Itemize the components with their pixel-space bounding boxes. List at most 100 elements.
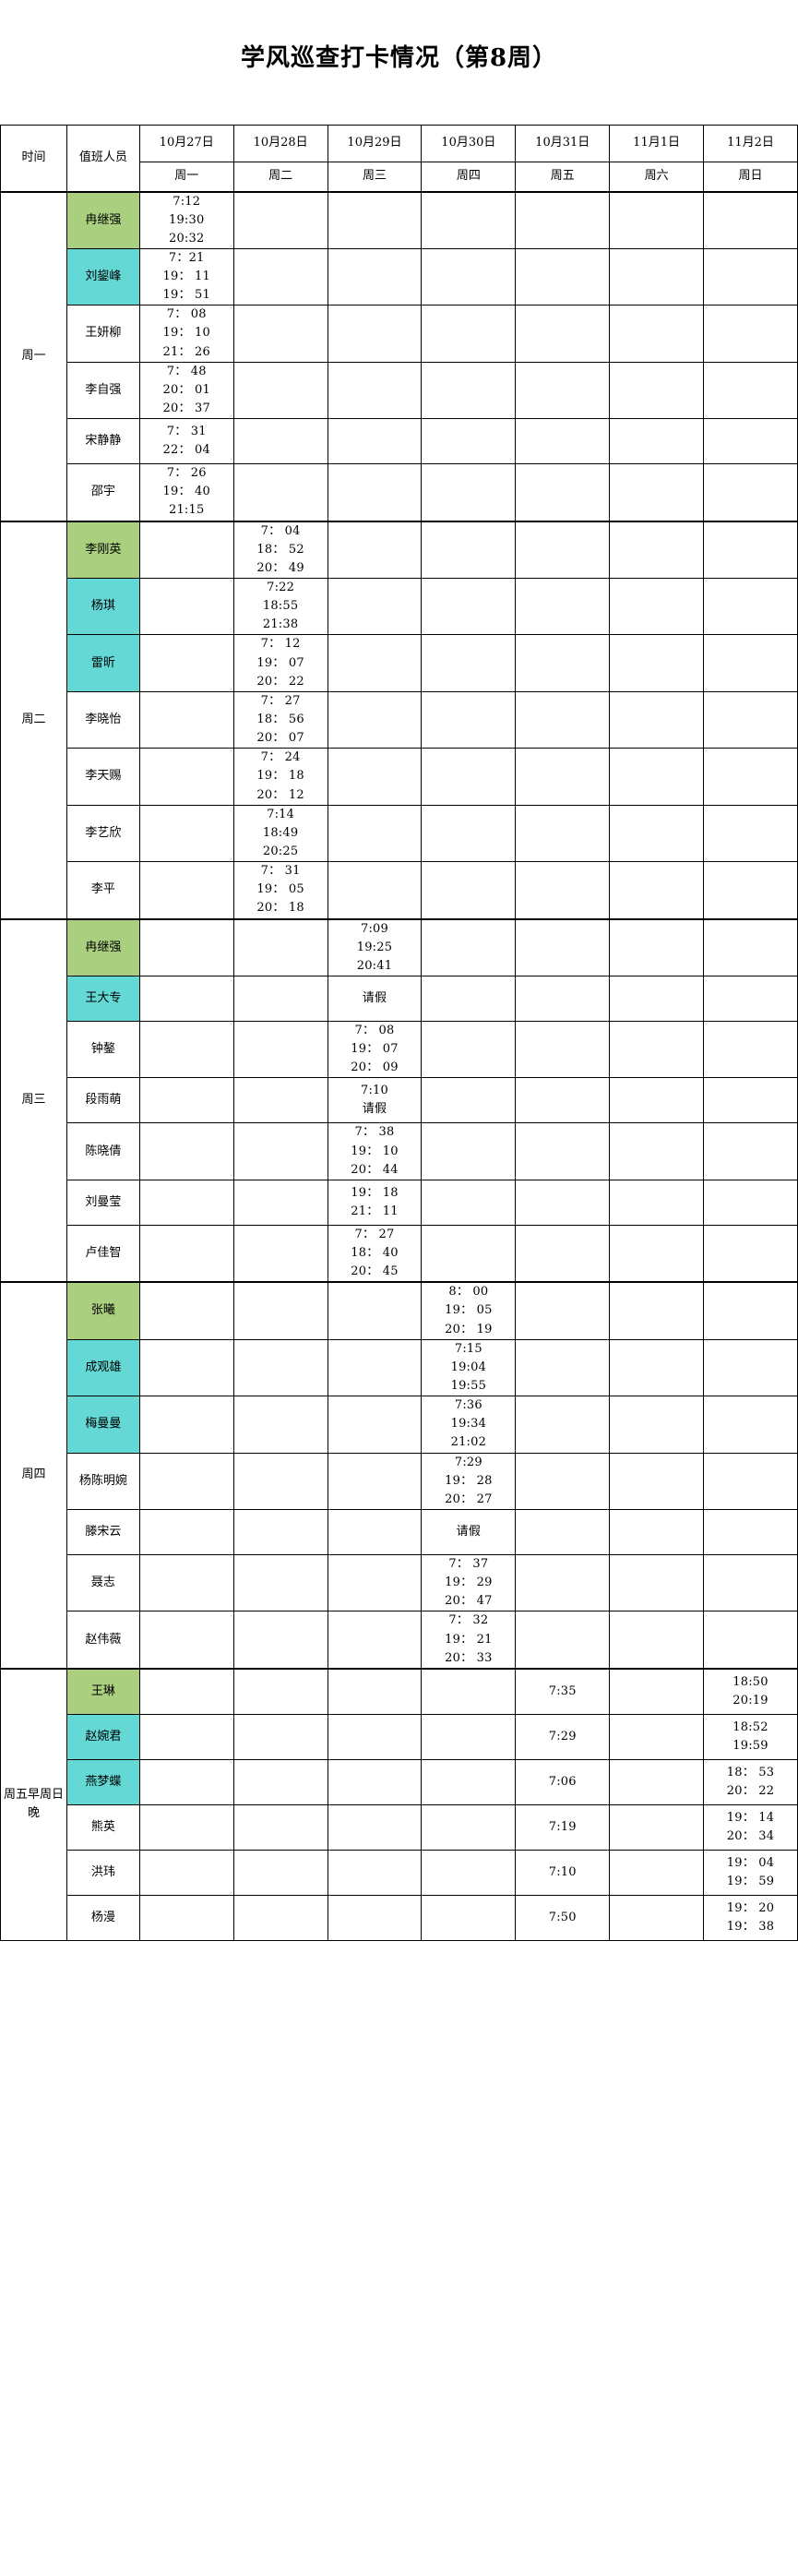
checkin-cell-day-2 [327, 190, 423, 249]
table-row: 赵伟薇 7： 32 19： 21 20： 33 [1, 1611, 798, 1670]
checkin-cell-day-5 [609, 1224, 705, 1283]
table-row: 宋静静 7： 31 22： 04 [1, 418, 798, 465]
person-name-cell: 李晓怡 [66, 690, 140, 749]
checkin-cell-day-4 [515, 1338, 611, 1397]
checkin-cell-day-1: 7： 12 19： 07 20： 22 [232, 634, 328, 692]
checkin-cell-day-5 [609, 975, 705, 1022]
checkin-cell-day-2 [327, 690, 423, 749]
checkin-cell-day-6 [703, 804, 798, 863]
checkin-cell-day-0 [138, 634, 234, 692]
checkin-cell-day-5 [609, 1713, 705, 1760]
person-name-cell: 梅曼曼 [66, 1396, 140, 1454]
table-row: 燕梦蝶 7:06 18： 53 20： 22 [1, 1758, 798, 1805]
checkin-cell-day-6 [703, 463, 798, 522]
checkin-cell-day-3 [421, 1849, 517, 1896]
person-name-cell: 李天赐 [66, 748, 140, 806]
checkin-cell-day-5 [609, 1020, 705, 1079]
checkin-cell-day-3 [421, 634, 517, 692]
column-header-date-6: 11月2日 [703, 125, 798, 162]
checkin-cell-day-6 [703, 1553, 798, 1612]
checkin-cell-day-3 [421, 1077, 517, 1124]
checkin-cell-day-0 [138, 804, 234, 863]
checkin-cell-day-2 [327, 418, 423, 465]
checkin-cell-day-0: 7： 48 20： 01 20： 37 [138, 361, 234, 420]
table-row: 周四 张曦 8： 00 19： 05 20： 19 [0, 1281, 798, 1670]
table-row: 刘曼莹 19： 18 21： 11 [1, 1179, 798, 1226]
checkin-cell-day-5 [609, 1338, 705, 1397]
checkin-cell-day-4 [515, 804, 611, 863]
person-name-cell: 李刚英 [66, 520, 140, 580]
person-name-cell: 赵婉君 [66, 1713, 140, 1760]
checkin-cell-day-0 [138, 1849, 234, 1896]
checkin-cell-day-2 [327, 361, 423, 420]
checkin-cell-day-6 [703, 418, 798, 465]
person-name-cell: 熊英 [66, 1803, 140, 1851]
table-row: 周二 李刚英 7： 04 18： 52 20： 49 [0, 520, 798, 920]
person-name-cell: 燕梦蝶 [66, 1758, 140, 1805]
checkin-cell-day-2: 19： 18 21： 11 [327, 1179, 423, 1226]
checkin-cell-day-4: 7:29 [515, 1713, 611, 1760]
checkin-cell-day-4: 7:06 [515, 1758, 611, 1805]
person-name-cell: 卢佳智 [66, 1224, 140, 1283]
checkin-cell-day-0: 7： 08 19： 10 21： 26 [138, 305, 234, 363]
checkin-cell-day-5 [609, 1894, 705, 1941]
checkin-cell-day-6 [703, 1338, 798, 1397]
checkin-cell-day-5 [609, 748, 705, 806]
checkin-cell-day-4 [515, 520, 611, 580]
checkin-cell-day-5 [609, 247, 705, 306]
section-label-1: 周二 [0, 520, 67, 920]
checkin-cell-day-6 [703, 1077, 798, 1124]
checkin-cell-day-4 [515, 690, 611, 749]
checkin-cell-day-0 [138, 1713, 234, 1760]
checkin-cell-day-1 [232, 1713, 328, 1760]
table-row: 雷昕 7： 12 19： 07 20： 22 [1, 634, 798, 692]
checkin-cell-day-0 [138, 520, 234, 580]
checkin-cell-day-0 [138, 1508, 234, 1555]
checkin-cell-day-2 [327, 520, 423, 580]
checkin-cell-day-2 [327, 634, 423, 692]
person-name-cell: 段雨萌 [66, 1077, 140, 1124]
checkin-cell-day-1 [232, 463, 328, 522]
checkin-cell-day-2 [327, 1894, 423, 1941]
checkin-cell-day-3 [421, 1122, 517, 1180]
column-header-person: 值班人员 [66, 125, 140, 193]
checkin-cell-day-5 [609, 804, 705, 863]
checkin-cell-day-6 [703, 1179, 798, 1226]
checkin-cell-day-5 [609, 1122, 705, 1180]
checkin-cell-day-3 [421, 1179, 517, 1226]
checkin-cell-day-4: 7:10 [515, 1849, 611, 1896]
checkin-cell-day-5 [609, 305, 705, 363]
checkin-cell-day-2 [327, 1338, 423, 1397]
checkin-cell-day-1 [232, 361, 328, 420]
checkin-cell-day-3 [421, 1713, 517, 1760]
checkin-cell-day-1 [232, 917, 328, 976]
checkin-cell-day-1: 7:14 18:49 20:25 [232, 804, 328, 863]
person-name-cell: 陈晓倩 [66, 1122, 140, 1180]
checkin-cell-day-4 [515, 1553, 611, 1612]
checkin-cell-day-6: 19： 04 19： 59 [703, 1849, 798, 1896]
checkin-cell-day-2 [327, 305, 423, 363]
attendance-sheet-page: 学风巡查打卡情况（第8周） 时间 值班人员 10月27日 10月28日 10月2… [0, 44, 798, 1941]
person-name-cell: 邵宇 [66, 463, 140, 522]
checkin-cell-day-2 [327, 1452, 423, 1510]
table-body: 周一 冉继强 7:12 19:30 20:32 刘鋆峰 7：21 19： 11 19： … [0, 190, 798, 1941]
table-row: 赵婉君 7:29 18:52 19:59 [1, 1713, 798, 1760]
checkin-cell-day-6 [703, 190, 798, 249]
checkin-cell-day-0 [138, 1077, 234, 1124]
checkin-cell-day-1 [232, 1338, 328, 1397]
checkin-cell-day-0 [138, 1224, 234, 1283]
checkin-cell-day-3 [421, 1020, 517, 1079]
checkin-cell-day-4: 7:50 [515, 1894, 611, 1941]
checkin-cell-day-4: 7:35 [515, 1667, 611, 1715]
table-row: 卢佳智 7： 27 18： 40 20： 45 [1, 1224, 798, 1283]
checkin-cell-day-4 [515, 418, 611, 465]
checkin-cell-day-6: 18： 53 20： 22 [703, 1758, 798, 1805]
attendance-table: 时间 值班人员 10月27日 10月28日 10月29日 10月30日 10月3… [0, 125, 798, 1941]
person-name-cell: 赵伟薇 [66, 1611, 140, 1670]
checkin-cell-day-2: 7： 08 19： 07 20： 09 [327, 1020, 423, 1079]
table-row: 刘鋆峰 7：21 19： 11 19： 51 [1, 247, 798, 306]
checkin-cell-day-2 [327, 1396, 423, 1454]
checkin-cell-day-5 [609, 1452, 705, 1510]
checkin-cell-day-4 [515, 463, 611, 522]
column-header-date-0: 10月27日 [138, 125, 234, 162]
